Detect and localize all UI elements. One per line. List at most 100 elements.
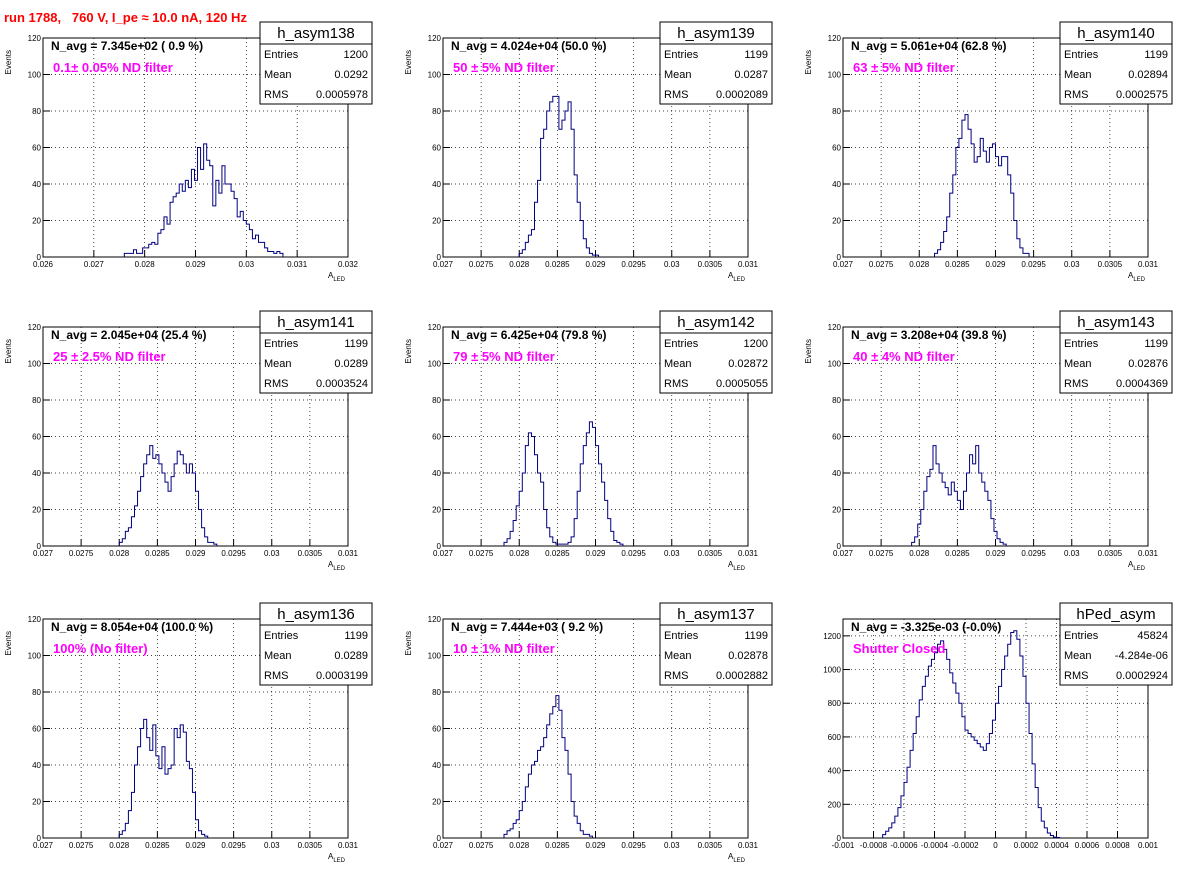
x-axis-label: ALED bbox=[1128, 560, 1146, 572]
navg-annotation: N_avg = 5.061e+04 (62.8 %) bbox=[851, 39, 1006, 53]
filter-label: 10 ± 1% ND filter bbox=[453, 641, 555, 656]
x-tick-label: 0.0295 bbox=[621, 841, 646, 850]
histogram-panel-h_asym143: 0.027 0.0275 0.028 0.0285 0.029 0.0295 0.03 0.0… bbox=[804, 310, 1173, 572]
filter-label: 40 ± 4% ND filter bbox=[853, 349, 955, 364]
stats-key-mean: Mean bbox=[664, 358, 692, 370]
stats-value-mean: 0.02878 bbox=[728, 650, 768, 662]
x-tick-label: 0.029 bbox=[985, 549, 1006, 558]
x-tick-label: 0.0305 bbox=[698, 549, 723, 558]
x-axis-label: ALED bbox=[328, 852, 346, 864]
histogram-panel-h_asym140: 0.027 0.0275 0.028 0.0285 0.029 0.0295 0.03 0.0… bbox=[804, 21, 1173, 283]
x-tick-label: 0.028 bbox=[909, 549, 930, 558]
stats-value-mean: 0.02894 bbox=[1128, 69, 1168, 81]
x-tick-label: 0.029 bbox=[585, 260, 606, 269]
histogram-series-h_asym143 bbox=[911, 445, 1007, 546]
stats-value-mean: 0.02876 bbox=[1128, 358, 1168, 370]
y-tick-label: 80 bbox=[432, 107, 441, 116]
x-tick-label: -0.001 bbox=[832, 841, 855, 850]
stats-box bbox=[1059, 602, 1173, 686]
x-axis-label: ALED bbox=[728, 852, 746, 864]
x-tick-label: 0.0305 bbox=[298, 549, 323, 558]
y-tick-label: 80 bbox=[832, 107, 841, 116]
x-tick-label: 0.028 bbox=[135, 260, 156, 269]
y-tick-label: 100 bbox=[428, 71, 442, 80]
stats-key-entries: Entries bbox=[264, 630, 299, 642]
x-tick-label: 0.029 bbox=[185, 549, 206, 558]
x-tick-label: 0.029 bbox=[185, 841, 206, 850]
x-tick-label: -0.0008 bbox=[860, 841, 888, 850]
y-tick-label: 100 bbox=[28, 652, 42, 661]
x-tick-label: 0.029 bbox=[585, 841, 606, 850]
x-tick-label: 0.0285 bbox=[945, 260, 970, 269]
x-tick-label: 0.0305 bbox=[1098, 549, 1123, 558]
y-tick-label: 60 bbox=[432, 433, 441, 442]
stats-key-mean: Mean bbox=[664, 650, 692, 662]
x-tick-label: 0.0004 bbox=[1044, 841, 1069, 850]
y-tick-label: 80 bbox=[32, 396, 41, 405]
x-tick-label: 0.027 bbox=[433, 549, 454, 558]
y-tick-label: 600 bbox=[828, 733, 842, 742]
y-tick-label: 80 bbox=[432, 688, 441, 697]
x-tick-label: 0.031 bbox=[1138, 260, 1159, 269]
x-tick-label: 0.028 bbox=[909, 260, 930, 269]
x-tick-label: 0.029 bbox=[585, 549, 606, 558]
stats-box-title: hPed_asym bbox=[1076, 606, 1155, 623]
y-tick-label: 20 bbox=[432, 506, 441, 515]
y-tick-label: 120 bbox=[828, 34, 842, 43]
x-tick-label: 0.0275 bbox=[69, 841, 94, 850]
stats-key-rms: RMS bbox=[664, 89, 688, 101]
y-tick-label: 120 bbox=[428, 34, 442, 43]
y-axis-label: Events bbox=[4, 631, 13, 655]
histogram-panel-h_asym139: 0.027 0.0275 0.028 0.0285 0.029 0.0295 0.03 0.0… bbox=[404, 21, 773, 283]
stats-box-title: h_asym137 bbox=[677, 606, 755, 623]
stats-key-entries: Entries bbox=[664, 338, 699, 350]
stats-value-entries: 1200 bbox=[744, 338, 768, 350]
stats-value-rms: 0.0002575 bbox=[1116, 89, 1168, 101]
stats-value-mean: 0.0289 bbox=[334, 650, 368, 662]
run-title: run 1788, 760 V, I_pe ≈ 10.0 nA, 120 Hz bbox=[4, 10, 247, 25]
stats-key-mean: Mean bbox=[264, 358, 292, 370]
y-tick-label: 60 bbox=[32, 725, 41, 734]
x-tick-label: 0.027 bbox=[84, 260, 105, 269]
stats-box bbox=[259, 602, 373, 686]
histogram-series-hPed_asym bbox=[882, 630, 1061, 838]
navg-annotation: N_avg = 8.054e+04 (100.0 %) bbox=[51, 620, 213, 634]
y-tick-label: 40 bbox=[832, 469, 841, 478]
stats-value-mean: 0.02872 bbox=[728, 358, 768, 370]
histogram-panel-hPed_asym: -0.001 -0.0008 -0.0006 -0.0004 -0.0002 0 0.000… bbox=[823, 602, 1173, 850]
x-tick-label: 0.0295 bbox=[1021, 260, 1046, 269]
x-axis-label: ALED bbox=[328, 271, 346, 283]
y-tick-label: 0 bbox=[37, 834, 42, 843]
navg-annotation: N_avg = 6.425e+04 (79.8 %) bbox=[451, 328, 606, 342]
histogram-panel-h_asym137: 0.027 0.0275 0.028 0.0285 0.029 0.0295 0.03 0.0… bbox=[404, 602, 773, 864]
stats-key-mean: Mean bbox=[1064, 650, 1092, 662]
stats-value-rms: 0.0005055 bbox=[716, 378, 768, 390]
stats-key-mean: Mean bbox=[664, 69, 692, 81]
y-tick-label: 60 bbox=[432, 725, 441, 734]
x-tick-label: 0.0275 bbox=[869, 549, 894, 558]
x-tick-label: 0.0295 bbox=[621, 260, 646, 269]
x-tick-label: 0.0295 bbox=[221, 841, 246, 850]
x-tick-label: 0.027 bbox=[833, 549, 854, 558]
x-tick-label: 0.028 bbox=[109, 841, 130, 850]
x-tick-label: 0.028 bbox=[509, 260, 530, 269]
filter-label: 63 ± 5% ND filter bbox=[853, 60, 955, 75]
x-tick-label: 0.0275 bbox=[469, 549, 494, 558]
navg-annotation: N_avg = 7.444e+03 ( 9.2 %) bbox=[451, 620, 603, 634]
x-tick-label: 0.03 bbox=[1064, 260, 1080, 269]
stats-box-title: h_asym139 bbox=[677, 25, 755, 42]
x-tick-label: 0.031 bbox=[287, 260, 308, 269]
stats-box bbox=[1059, 21, 1173, 105]
stats-box-title: h_asym143 bbox=[1077, 314, 1155, 331]
histogram-series-h_asym142 bbox=[503, 421, 624, 546]
x-axis-label: ALED bbox=[728, 560, 746, 572]
histogram-series-h_asym140 bbox=[934, 114, 1030, 257]
x-tick-label: -0.0004 bbox=[921, 841, 949, 850]
y-tick-label: 80 bbox=[32, 688, 41, 697]
x-axis-label: ALED bbox=[728, 271, 746, 283]
histogram-series-h_asym138 bbox=[123, 143, 284, 257]
x-tick-label: 0.03 bbox=[1064, 549, 1080, 558]
histogram-panel-h_asym141: 0.027 0.0275 0.028 0.0285 0.029 0.0295 0.03 0.0… bbox=[4, 310, 373, 572]
x-tick-label: 0.03 bbox=[664, 549, 680, 558]
x-tick-label: 0.027 bbox=[33, 549, 54, 558]
